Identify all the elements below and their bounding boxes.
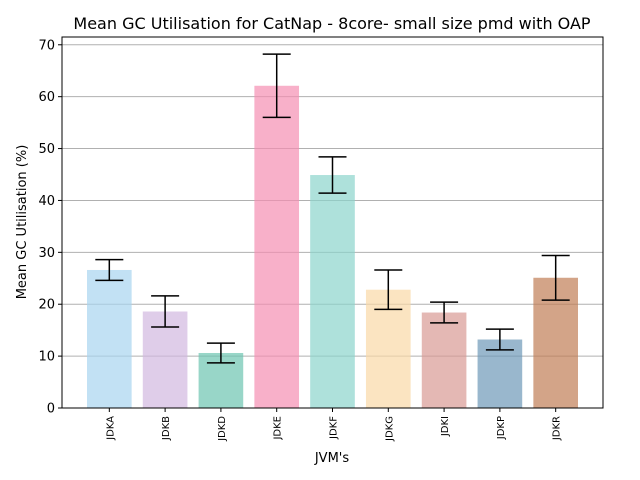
x-tick-label: JDKB (161, 416, 172, 441)
bar-jdka (87, 269, 132, 408)
x-axis-ticks: JDKA JDKB JDKD JDKE JDKF JDKG JDKI JDKP JDKR (105, 408, 563, 442)
x-tick-label: JDKI (440, 416, 451, 437)
y-tick-label: 50 (38, 142, 55, 157)
bar-jdke (254, 85, 300, 408)
y-tick-label: 70 (38, 38, 55, 53)
y-tick-label: 0 (47, 402, 55, 417)
bar-jdkf (310, 175, 355, 408)
y-tick-label: 60 (38, 90, 55, 105)
x-tick-label: JDKE (273, 416, 284, 441)
bar-jdkp (477, 339, 523, 408)
x-tick-label: JDKG (384, 416, 395, 442)
x-tick-label: JDKF (329, 416, 340, 440)
y-axis-label: Mean GC Utilisation (%) (15, 145, 30, 300)
x-tick-label: JDKP (496, 416, 507, 440)
chart-title: Mean GC Utilisation for CatNap - 8core- … (73, 14, 591, 33)
y-axis-ticks: 0 10 20 30 40 50 60 70 (38, 38, 62, 417)
y-tick-label: 30 (38, 246, 55, 261)
y-tick-label: 40 (38, 194, 55, 209)
bars (87, 85, 578, 408)
x-tick-label: JDKR (552, 416, 563, 441)
x-axis-label: JVM's (314, 451, 350, 466)
y-tick-label: 10 (38, 350, 55, 365)
bar-jdki (421, 312, 467, 408)
error-bars (95, 53, 570, 364)
x-tick-label: JDKD (217, 416, 228, 442)
x-tick-label: JDKA (105, 416, 116, 441)
y-tick-label: 20 (38, 298, 55, 313)
